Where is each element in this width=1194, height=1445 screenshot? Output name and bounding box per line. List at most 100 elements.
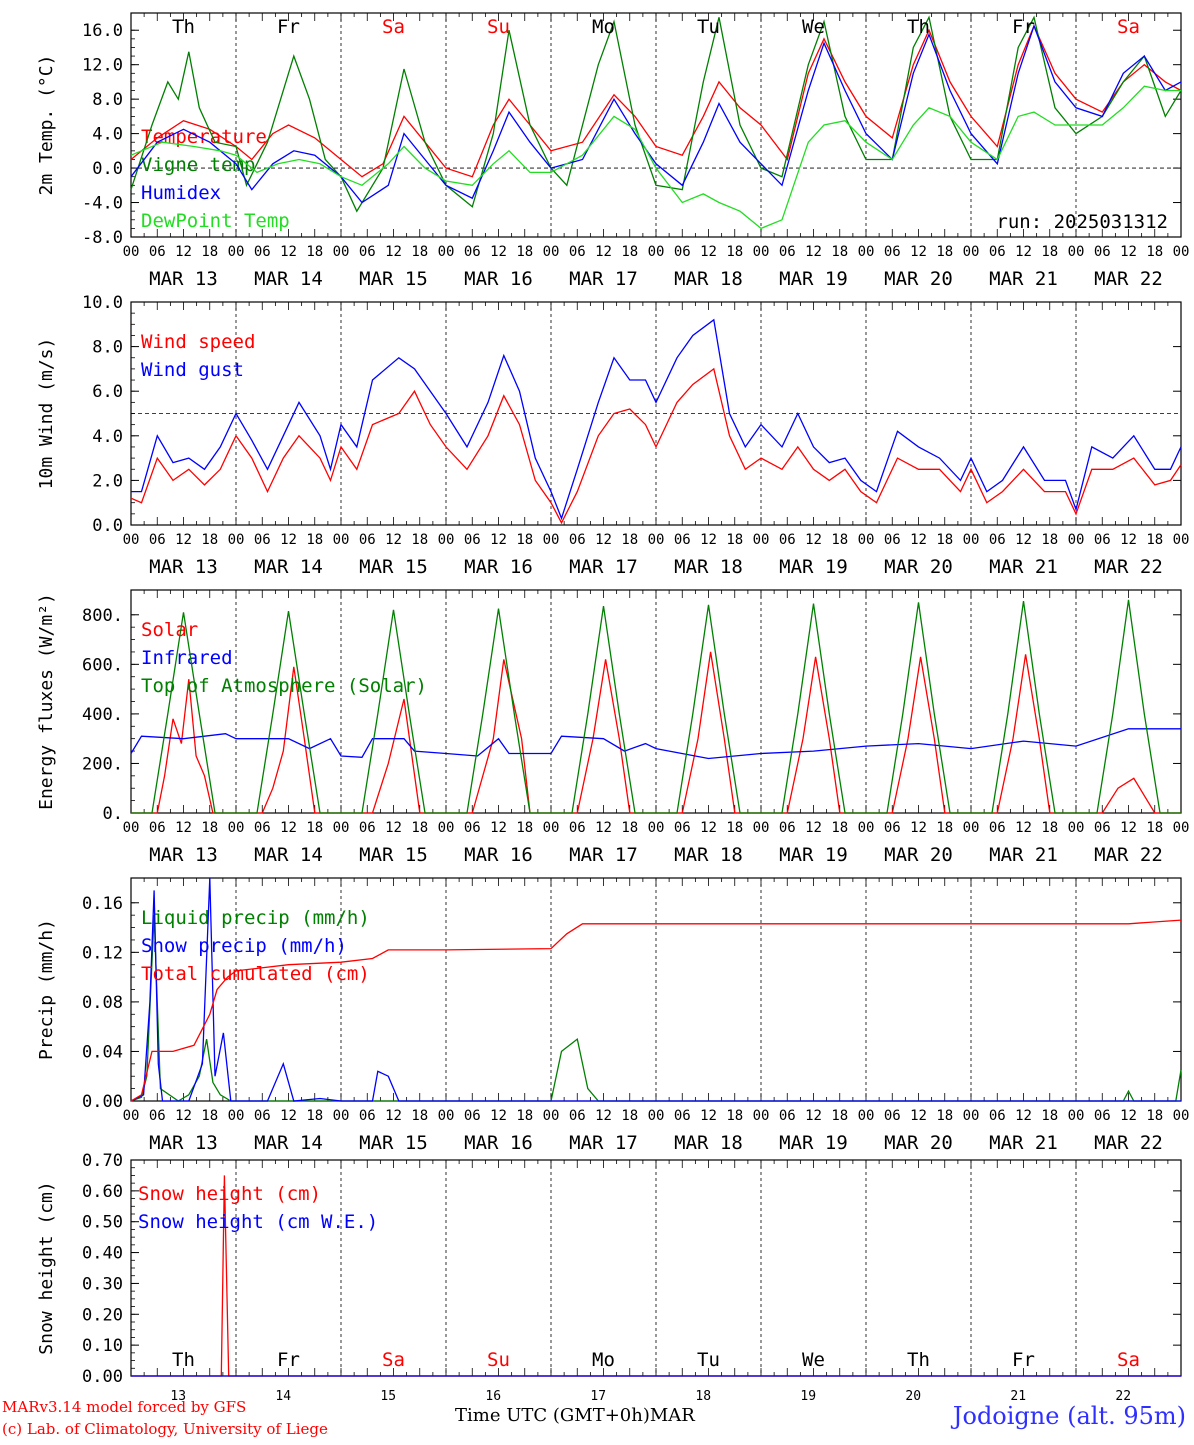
hour-tick-label: 18	[1041, 820, 1058, 836]
panel-4-y-tick-label: 0.60	[82, 1182, 123, 1202]
weekday-label: Th	[907, 1349, 930, 1371]
day-number-label: 21	[1010, 1389, 1026, 1404]
hour-tick-label: 06	[884, 820, 901, 836]
panel-0-legend-1: Vigne temp	[141, 154, 255, 176]
panel-1-legend-1: Wind gust	[141, 359, 244, 381]
hour-tick-label: 18	[516, 244, 533, 260]
hour-tick-label: 06	[569, 820, 586, 836]
date-label: MAR 19	[779, 844, 848, 866]
hour-tick-label: 00	[438, 820, 455, 836]
hour-tick-label: 18	[831, 532, 848, 548]
hour-tick-label: 00	[543, 532, 560, 548]
hour-tick-label: 12	[910, 1108, 927, 1124]
weekday-label: Th	[907, 16, 930, 38]
station-name: Jodoigne (alt. 95m)	[952, 1402, 1186, 1430]
hour-tick-label: 12	[385, 244, 402, 260]
hour-tick-label: 00	[858, 820, 875, 836]
hour-tick-label: 00	[228, 820, 245, 836]
date-label: MAR 18	[674, 1132, 743, 1154]
hour-tick-label: 12	[910, 820, 927, 836]
hour-tick-label: 18	[831, 244, 848, 260]
hour-tick-label: 18	[306, 820, 323, 836]
hour-tick-label: 18	[201, 1108, 218, 1124]
hour-tick-label: 06	[1094, 1108, 1111, 1124]
hour-tick-label: 12	[280, 532, 297, 548]
hour-tick-label: 12	[1120, 532, 1137, 548]
hour-tick-label: 00	[333, 244, 350, 260]
panel-0-y-tick-label: 8.0	[92, 90, 123, 110]
weekday-label: Su	[487, 16, 510, 38]
date-label: MAR 20	[884, 556, 953, 578]
panel-1-y-axis-label: 10m Wind (m/s)	[36, 338, 57, 490]
hour-tick-label: 18	[1146, 532, 1163, 548]
panel-3-y-axis-label: Precip (mm/h)	[36, 919, 57, 1060]
panel-2-y-axis-label: Energy fluxes (W/m²)	[36, 593, 57, 810]
hour-tick-label: 12	[700, 820, 717, 836]
hour-tick-label: 18	[306, 532, 323, 548]
date-label: MAR 22	[1094, 556, 1163, 578]
date-label: MAR 14	[254, 268, 323, 290]
hour-tick-label: 00	[228, 244, 245, 260]
hour-tick-label: 00	[1173, 532, 1190, 548]
panel-3-series-1-line	[130, 877, 1181, 1102]
hour-tick-label: 18	[516, 1108, 533, 1124]
hour-tick-label: 06	[1094, 532, 1111, 548]
hour-tick-label: 18	[621, 532, 638, 548]
panel-0-series-3-line	[130, 85, 1181, 230]
hour-tick-label: 06	[254, 1108, 271, 1124]
date-label: MAR 21	[989, 1132, 1058, 1154]
panel-0-y-axis-label: 2m Temp. (°C)	[36, 55, 57, 196]
hour-tick-label: 00	[753, 820, 770, 836]
hour-tick-label: 18	[306, 1108, 323, 1124]
hour-tick-label: 00	[543, 244, 560, 260]
hour-tick-label: 00	[648, 532, 665, 548]
hour-tick-label: 18	[516, 820, 533, 836]
panel-1-y-tick-label: 2.0	[92, 471, 123, 491]
hour-tick-label: 00	[333, 820, 350, 836]
panel-4-y-tick-label: 0.30	[82, 1274, 123, 1294]
day-number-label: 19	[800, 1389, 816, 1404]
weekday-label: Fr	[1012, 1349, 1035, 1371]
date-label: MAR 22	[1094, 1132, 1163, 1154]
hour-tick-label: 06	[464, 820, 481, 836]
hour-tick-label: 12	[805, 244, 822, 260]
date-label: MAR 16	[464, 556, 533, 578]
panel-0-y-tick-label: 12.0	[82, 56, 123, 76]
panel-0-series-0-line	[130, 24, 1182, 178]
weekday-label: Sa	[1117, 16, 1140, 38]
date-label: MAR 13	[149, 1132, 218, 1154]
hour-tick-label: 12	[805, 1108, 822, 1124]
panel-2-legend-0: Solar	[141, 619, 198, 641]
weekday-label: Sa	[1117, 1349, 1140, 1371]
date-label: MAR 21	[989, 556, 1058, 578]
hour-tick-label: 18	[201, 532, 218, 548]
panel-4-y-tick-label: 0.10	[82, 1336, 123, 1356]
hour-tick-label: 06	[779, 532, 796, 548]
panel-3-legend-2: Total cumulated (cm)	[141, 963, 370, 985]
hour-tick-label: 00	[963, 244, 980, 260]
hour-tick-label: 00	[543, 1108, 560, 1124]
hour-tick-label: 06	[674, 244, 691, 260]
weekday-label: Tu	[697, 16, 720, 38]
hour-tick-label: 00	[543, 820, 560, 836]
weekday-label: Fr	[277, 1349, 300, 1371]
date-label: MAR 17	[569, 844, 638, 866]
hour-tick-label: 18	[1146, 820, 1163, 836]
hour-tick-label: 12	[910, 532, 927, 548]
panel-2-legend-2: Top of Atmosphere (Solar)	[141, 675, 427, 697]
day-number-label: 16	[485, 1389, 501, 1404]
hour-tick-label: 18	[936, 244, 953, 260]
date-label: MAR 15	[359, 556, 428, 578]
panel-4-y-tick-label: 0.70	[82, 1151, 123, 1171]
hour-tick-label: 18	[411, 244, 428, 260]
hour-tick-label: 12	[595, 1108, 612, 1124]
panel-1-y-tick-label: 6.0	[92, 382, 123, 402]
hour-tick-label: 12	[910, 244, 927, 260]
panel-4-legend-1: Snow height (cm W.E.)	[138, 1211, 378, 1233]
hour-tick-label: 00	[753, 1108, 770, 1124]
hour-tick-label: 12	[175, 244, 192, 260]
weekday-label: Tu	[697, 1349, 720, 1371]
panel-2-legend-1: Infrared	[141, 647, 233, 669]
hour-tick-label: 06	[569, 244, 586, 260]
date-label: MAR 19	[779, 1132, 848, 1154]
